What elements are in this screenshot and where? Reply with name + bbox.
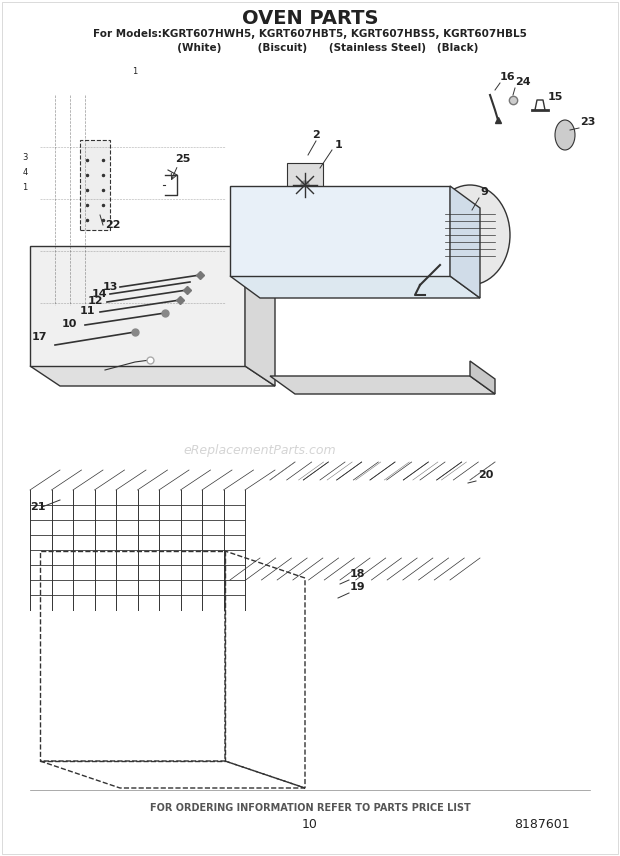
Polygon shape bbox=[30, 366, 275, 386]
Ellipse shape bbox=[430, 185, 510, 285]
Bar bbox=[287, 163, 323, 207]
Text: 12: 12 bbox=[87, 296, 103, 306]
Text: 22: 22 bbox=[105, 220, 120, 230]
Polygon shape bbox=[470, 361, 495, 394]
Text: (White)          (Biscuit)      (Stainless Steel)   (Black): (White) (Biscuit) (Stainless Steel) (Bla… bbox=[141, 43, 479, 53]
Text: eReplacementParts.com: eReplacementParts.com bbox=[184, 443, 336, 456]
Text: OVEN PARTS: OVEN PARTS bbox=[242, 9, 378, 27]
Bar bbox=[80, 140, 110, 230]
Text: 18: 18 bbox=[350, 569, 366, 579]
Text: 17: 17 bbox=[32, 332, 47, 342]
Text: 10: 10 bbox=[61, 319, 77, 329]
Ellipse shape bbox=[555, 120, 575, 150]
Text: 25: 25 bbox=[175, 154, 190, 164]
Polygon shape bbox=[270, 376, 495, 394]
Text: 19: 19 bbox=[350, 582, 366, 592]
Text: 20: 20 bbox=[478, 470, 494, 480]
Polygon shape bbox=[245, 246, 275, 386]
Text: 4: 4 bbox=[22, 168, 28, 177]
Text: 23: 23 bbox=[580, 117, 595, 127]
Text: 15: 15 bbox=[548, 92, 564, 102]
Text: 21: 21 bbox=[30, 502, 45, 512]
Text: 8187601: 8187601 bbox=[515, 817, 570, 830]
Text: 14: 14 bbox=[91, 289, 107, 299]
Text: 13: 13 bbox=[103, 282, 118, 292]
Text: 1: 1 bbox=[335, 140, 343, 150]
Circle shape bbox=[301, 181, 309, 189]
Text: 16: 16 bbox=[500, 72, 516, 82]
Polygon shape bbox=[230, 276, 480, 298]
Text: 1: 1 bbox=[22, 183, 28, 192]
Text: 11: 11 bbox=[79, 306, 95, 316]
Text: 10: 10 bbox=[302, 817, 318, 830]
Polygon shape bbox=[450, 186, 480, 298]
Polygon shape bbox=[230, 186, 450, 276]
Text: 2: 2 bbox=[312, 130, 320, 140]
Text: FOR ORDERING INFORMATION REFER TO PARTS PRICE LIST: FOR ORDERING INFORMATION REFER TO PARTS … bbox=[149, 803, 471, 813]
Polygon shape bbox=[30, 246, 245, 366]
Text: 24: 24 bbox=[515, 77, 531, 87]
Text: 9: 9 bbox=[480, 187, 488, 197]
Text: 3: 3 bbox=[22, 153, 28, 162]
Text: For Models:KGRT607HWH5, KGRT607HBT5, KGRT607HBS5, KGRT607HBL5: For Models:KGRT607HWH5, KGRT607HBT5, KGR… bbox=[93, 29, 527, 39]
Text: 1: 1 bbox=[132, 67, 137, 76]
